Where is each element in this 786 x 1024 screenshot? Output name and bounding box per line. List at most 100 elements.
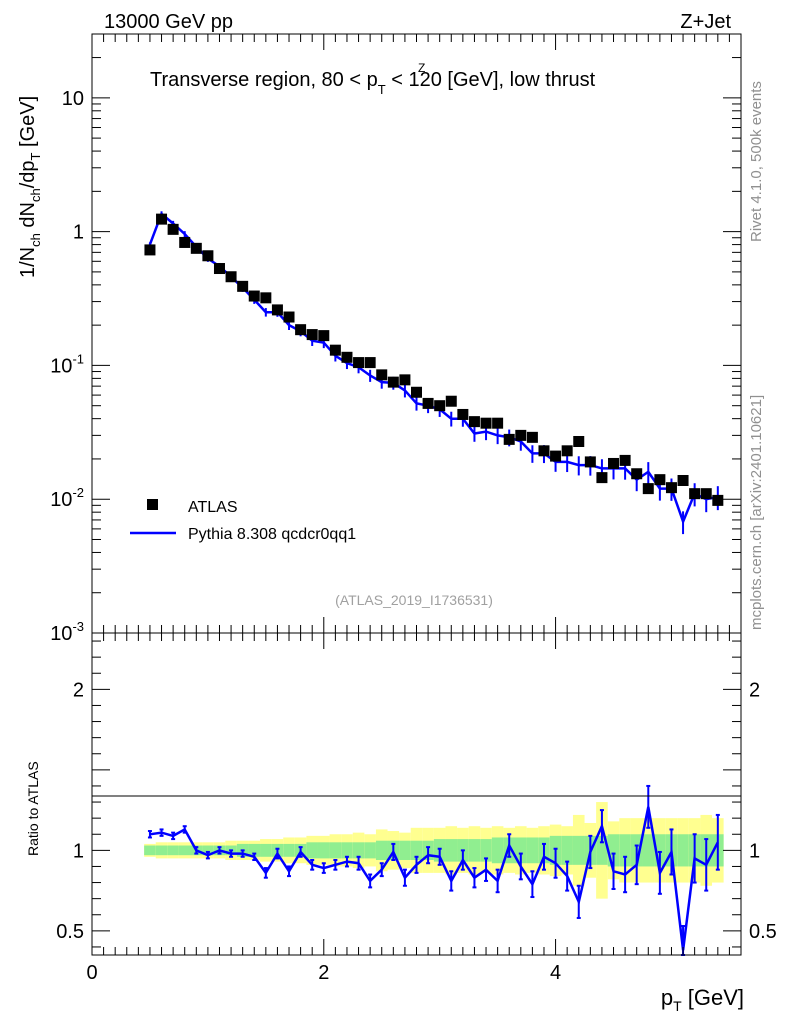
band-inner — [526, 837, 539, 864]
y-tick-label: 10 — [62, 88, 84, 110]
ratio-y-axis-label: Ratio to ATLAS — [25, 761, 41, 856]
data-point — [700, 488, 712, 500]
band-inner — [677, 834, 689, 867]
main-plot-frame — [91, 33, 742, 634]
ratio-line — [149, 806, 719, 951]
data-series — [144, 213, 724, 506]
data-point — [422, 397, 434, 409]
band-inner — [375, 840, 388, 861]
data-point — [434, 400, 446, 412]
data-point — [608, 457, 620, 469]
y-tick-label: 10-2 — [50, 485, 84, 511]
data-point — [492, 417, 504, 429]
ratio-tick-label-right: 2 — [749, 679, 760, 701]
data-point — [619, 454, 631, 466]
data-point — [167, 223, 179, 235]
plot-title: Transverse region, 80 < pT < 120 [GeV], … — [150, 69, 596, 97]
data-point — [364, 357, 376, 369]
ratio-tick-label: 0.5 — [56, 921, 84, 943]
band-inner — [572, 835, 585, 865]
x-tick-label: 2 — [318, 962, 329, 984]
axes: 10 1 10-1 10-2 10-3 0 2 4 2 2 1 1 0.5 0.5 — [50, 33, 777, 984]
header-right: Z+Jet — [680, 11, 731, 33]
data-point — [677, 474, 689, 486]
band-inner — [596, 835, 608, 865]
data-point — [411, 386, 422, 398]
legend-data-marker — [147, 499, 158, 510]
band-inner — [317, 842, 330, 859]
y-tick-label: 10-3 — [50, 619, 84, 645]
data-point — [538, 445, 550, 457]
band-inner — [202, 845, 214, 856]
band-inner — [515, 837, 527, 864]
data-point — [561, 445, 573, 457]
band-inner — [654, 834, 666, 867]
ratio-tick-label: 2 — [73, 679, 84, 701]
band-inner — [248, 843, 261, 857]
y-tick-label: 1 — [73, 222, 84, 244]
y-tick-label: 10-1 — [50, 351, 84, 377]
band-inner — [445, 839, 458, 862]
ratio-plot-frame — [91, 632, 742, 956]
band-inner — [364, 842, 376, 859]
watermark: (ATLAS_2019_I1736531) — [335, 592, 493, 608]
data-point — [445, 395, 457, 407]
data-point — [515, 429, 527, 441]
band-inner — [283, 843, 295, 857]
band-inner — [619, 834, 631, 867]
ratio-tick-label-right: 0.5 — [749, 921, 777, 943]
data-point — [468, 416, 480, 428]
data-point — [271, 304, 283, 316]
band-inner — [642, 834, 655, 867]
data-point — [665, 482, 677, 494]
data-point — [179, 236, 191, 248]
header-left: 13000 GeV pp — [104, 11, 233, 33]
band-inner — [144, 845, 156, 856]
band-inner — [561, 835, 573, 865]
band-inner — [260, 843, 272, 857]
data-point — [596, 472, 608, 484]
data-point — [573, 435, 585, 447]
data-point — [526, 431, 538, 443]
band-inner — [155, 845, 168, 856]
data-point — [503, 433, 515, 445]
plot-title-part-a: Transverse region, 80 < p — [150, 69, 378, 91]
data-point — [399, 374, 411, 386]
band-inner — [178, 845, 191, 856]
data-point — [642, 483, 654, 495]
data-point — [318, 330, 330, 342]
data-point — [156, 213, 168, 225]
legend-data-label: ATLAS — [188, 499, 238, 516]
x-tick-label: 0 — [86, 962, 97, 984]
ratio-tick-label-right: 1 — [749, 840, 760, 862]
legend-mc-label: Pythia 8.308 qcdcr0qq1 — [188, 526, 356, 543]
data-point — [341, 351, 353, 363]
data-point — [387, 376, 399, 388]
band-inner — [468, 839, 481, 862]
y-axis-label: 1/Nch dNch/dpT [GeV] — [17, 96, 43, 278]
band-inner — [167, 845, 179, 856]
x-tick-label: 4 — [550, 962, 561, 984]
band-inner — [410, 840, 423, 861]
data-point — [689, 488, 701, 500]
data-point — [225, 271, 237, 283]
band-inner — [306, 842, 318, 859]
data-point — [631, 468, 643, 480]
data-point — [376, 369, 388, 381]
legend: ATLAS Pythia 8.308 qcdcr0qq1 — [130, 499, 356, 543]
data-point — [654, 474, 666, 486]
data-point — [213, 263, 225, 275]
data-point — [237, 280, 249, 292]
band-inner — [491, 837, 504, 864]
band-inner — [352, 842, 365, 859]
data-point — [283, 311, 295, 323]
band-inner — [341, 842, 353, 859]
data-point — [248, 290, 260, 302]
data-point — [353, 357, 365, 369]
ratio-tick-label: 1 — [73, 840, 84, 862]
rivet-label: Rivet 4.1.0, 500k events — [748, 81, 765, 242]
data-point — [480, 417, 492, 429]
x-axis-label: pT [GeV] — [661, 985, 744, 1014]
band-inner — [607, 834, 620, 867]
